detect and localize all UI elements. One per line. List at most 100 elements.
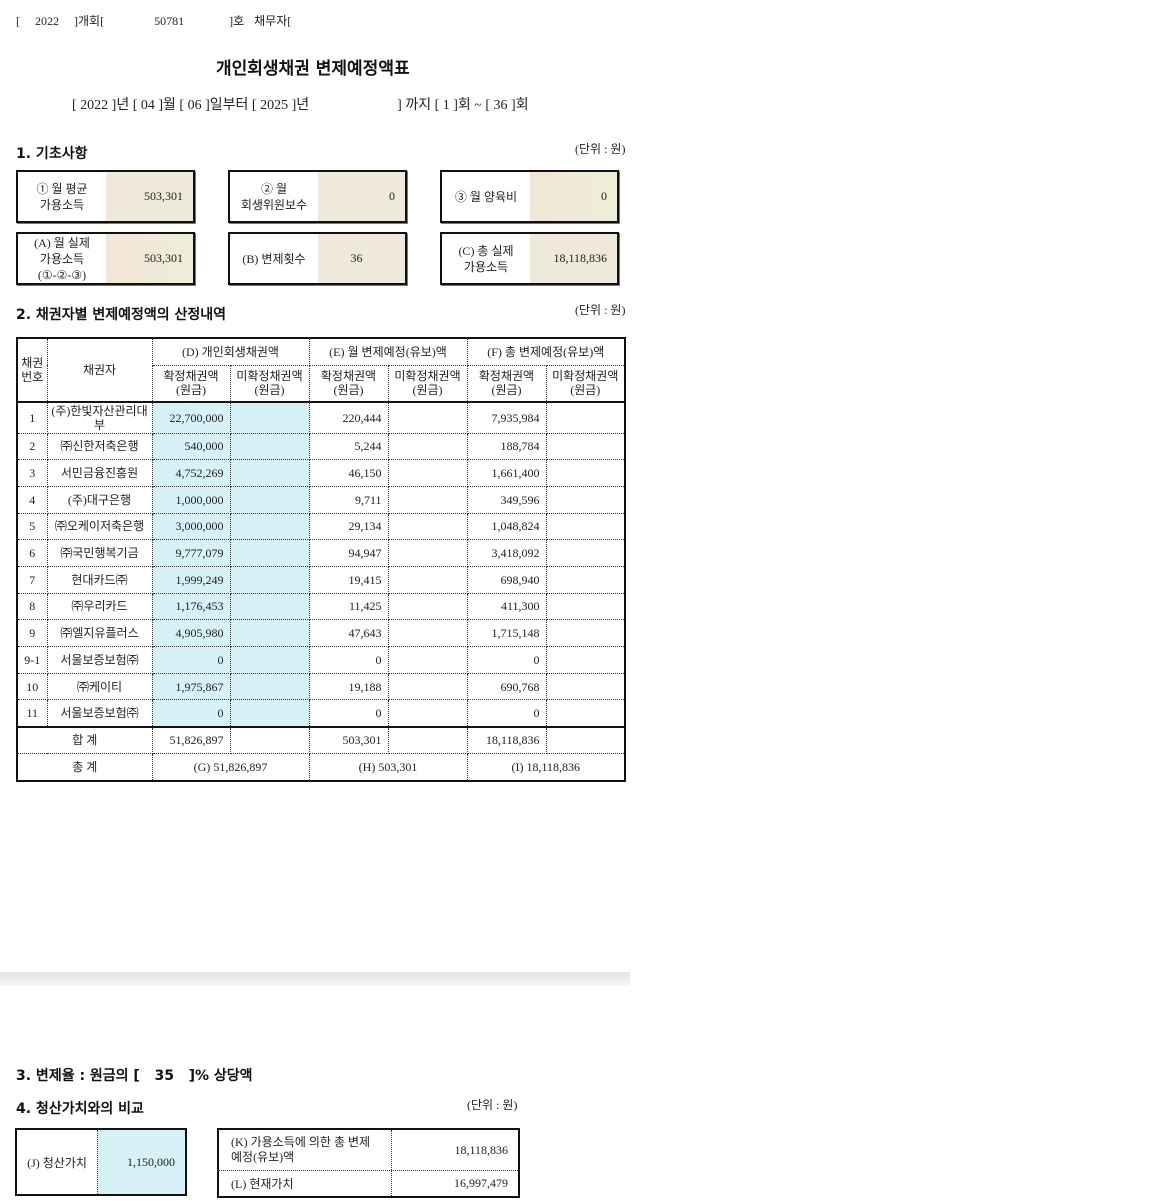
f-confirmed: 698,940	[466, 565, 547, 594]
liquidation-value-label: (J) 청산가치	[17, 1130, 98, 1194]
start-year: 2022	[80, 98, 109, 113]
case-header: [ 2022 ]개회[ 50781 ]호 채무자[	[16, 14, 292, 28]
basic-item-label: (A) 월 실제 가용소득 (①-②-③)	[18, 234, 106, 283]
section4-unit: (단위 : 원)	[467, 1098, 518, 1112]
d-confirmed: 540,000	[151, 432, 231, 461]
e-unconfirmed	[387, 432, 468, 461]
e-unconfirmed	[387, 565, 468, 594]
l-value: 16,997,479	[454, 1176, 508, 1190]
e-confirmed: 11,425	[308, 592, 389, 621]
page-break-divider	[0, 972, 630, 986]
col-header-f: (F) 총 변제예정(유보)액	[466, 337, 626, 366]
creditor-no: 1	[16, 401, 48, 434]
f-unconfirmed	[545, 512, 626, 541]
basic-item-box: ① 월 평균 가용소득 503,301	[16, 170, 195, 223]
e-confirmed: 47,643	[308, 619, 389, 647]
f-confirmed: 1,715,148	[466, 619, 547, 647]
basic-item-value: 18,118,836	[530, 234, 617, 283]
f-confirmed: 690,768	[466, 672, 547, 701]
total-row: 총 계 (G) 51,826,897 (H) 503,301 (I) 18,118,8…	[16, 753, 626, 782]
col-header-unconfirmed: 미확정채권액 (원금)	[545, 364, 626, 403]
basic-item-value: 503,301	[106, 172, 193, 221]
creditor-name: ㈜국민행복기금	[46, 539, 153, 567]
end-year: 2025	[260, 98, 289, 113]
table-row: 5 ㈜오케이저축은행 3,000,000 29,134 1,048,824	[16, 512, 626, 541]
table-row: 10 ㈜케이티 1,975,867 19,188 690,768	[16, 672, 626, 701]
d-confirmed: 1,975,867	[151, 672, 231, 701]
to-round: 36	[493, 98, 508, 113]
creditor-name: (주)한빛자산관리대부	[46, 401, 153, 434]
d-confirmed: 0	[151, 699, 231, 728]
d-confirmed: 22,700,000	[151, 401, 231, 434]
basic-item-box: ③ 월 양육비 0	[440, 170, 619, 223]
sum-e: 503,301	[308, 725, 389, 755]
total-i: (I) 18,118,836	[466, 753, 626, 782]
f-confirmed: 1,661,400	[466, 459, 547, 487]
case-type: 개회	[78, 14, 101, 28]
table-row: 11 서울보증보험㈜ 0 0 0	[16, 699, 626, 728]
table-row: 1 (주)한빛자산관리대부 22,700,000 220,444 7,935,984	[16, 401, 626, 434]
creditor-name: 서울보증보험㈜	[46, 699, 153, 728]
creditor-name: ㈜오케이저축은행	[46, 512, 153, 541]
start-day: 06	[187, 98, 202, 113]
d-unconfirmed	[229, 512, 310, 541]
d-unconfirmed	[229, 401, 310, 434]
basic-item-label: (B) 변제횟수	[230, 234, 318, 283]
f-unconfirmed	[545, 539, 626, 567]
e-confirmed: 220,444	[308, 401, 389, 434]
creditor-name: 현대카드㈜	[46, 565, 153, 594]
e-confirmed: 29,134	[308, 512, 389, 541]
sum-f: 18,118,836	[466, 725, 547, 755]
ho-label: 호	[233, 14, 245, 28]
basic-item-label: (C) 총 실제 가용소득	[442, 234, 530, 283]
case-year: 2022	[35, 14, 59, 28]
f-unconfirmed	[545, 699, 626, 728]
creditor-name: ㈜케이티	[46, 672, 153, 701]
e-unconfirmed	[387, 401, 468, 434]
col-header-creditor: 채권자	[46, 337, 153, 403]
page-title: 개인회생채권 변제예정액표	[216, 59, 410, 79]
creditor-name: ㈜신한저축은행	[46, 432, 153, 461]
d-unconfirmed	[229, 646, 310, 674]
table-row: 3 서민금융진흥원 4,752,269 46,150 1,661,400	[16, 459, 626, 487]
d-confirmed: 4,752,269	[151, 459, 231, 487]
d-unconfirmed	[229, 699, 310, 728]
f-unconfirmed	[545, 485, 626, 514]
from-round: 1	[442, 98, 450, 113]
col-header-d: (D) 개인회생채권액	[151, 337, 310, 366]
col-header-unconfirmed: 미확정채권액 (원금)	[229, 364, 310, 403]
f-confirmed: 3,418,092	[466, 539, 547, 567]
basic-item-value: 0	[318, 172, 405, 221]
section3-heading: 3. 변제율 : 원금의 [ 35 ]% 상당액	[16, 1068, 253, 1084]
f-unconfirmed	[545, 432, 626, 461]
table-row: 9-1 서울보증보험㈜ 0 0 0	[16, 646, 626, 674]
d-unconfirmed	[229, 592, 310, 621]
total-label: 총 계	[16, 753, 153, 782]
comparison-box: (K) 가용소득에 의한 총 변제 예정(유보)액 18,118,836 (L)…	[217, 1128, 520, 1198]
d-unconfirmed	[229, 539, 310, 567]
basic-item-label: ③ 월 양육비	[442, 172, 530, 221]
creditor-no: 11	[16, 699, 48, 728]
creditor-no: 4	[16, 485, 48, 514]
e-confirmed: 46,150	[308, 459, 389, 487]
until-label: 까지	[405, 98, 432, 113]
e-confirmed: 5,244	[308, 432, 389, 461]
d-unconfirmed	[229, 565, 310, 594]
d-confirmed: 1,176,453	[151, 592, 231, 621]
basic-item-label: ① 월 평균 가용소득	[18, 172, 106, 221]
table-row: 6 ㈜국민행복기금 9,777,079 94,947 3,418,092	[16, 539, 626, 567]
col-header-e: (E) 월 변제예정(유보)액	[308, 337, 468, 366]
liquidation-value-box: (J) 청산가치 1,150,000	[15, 1128, 187, 1196]
f-unconfirmed	[545, 672, 626, 701]
creditor-no: 9-1	[16, 646, 48, 674]
f-unconfirmed	[545, 401, 626, 434]
creditor-no: 2	[16, 432, 48, 461]
from-label: 일부터	[209, 98, 249, 113]
section2-heading: 2. 채권자별 변제예정액의 산정내역	[16, 307, 227, 323]
section1-unit: (단위 : 원)	[575, 142, 626, 156]
f-confirmed: 349,596	[466, 485, 547, 514]
f-unconfirmed	[545, 565, 626, 594]
basic-item-box: ② 월 회생위원보수 0	[228, 170, 407, 223]
f-unconfirmed	[545, 646, 626, 674]
f-confirmed: 188,784	[466, 432, 547, 461]
